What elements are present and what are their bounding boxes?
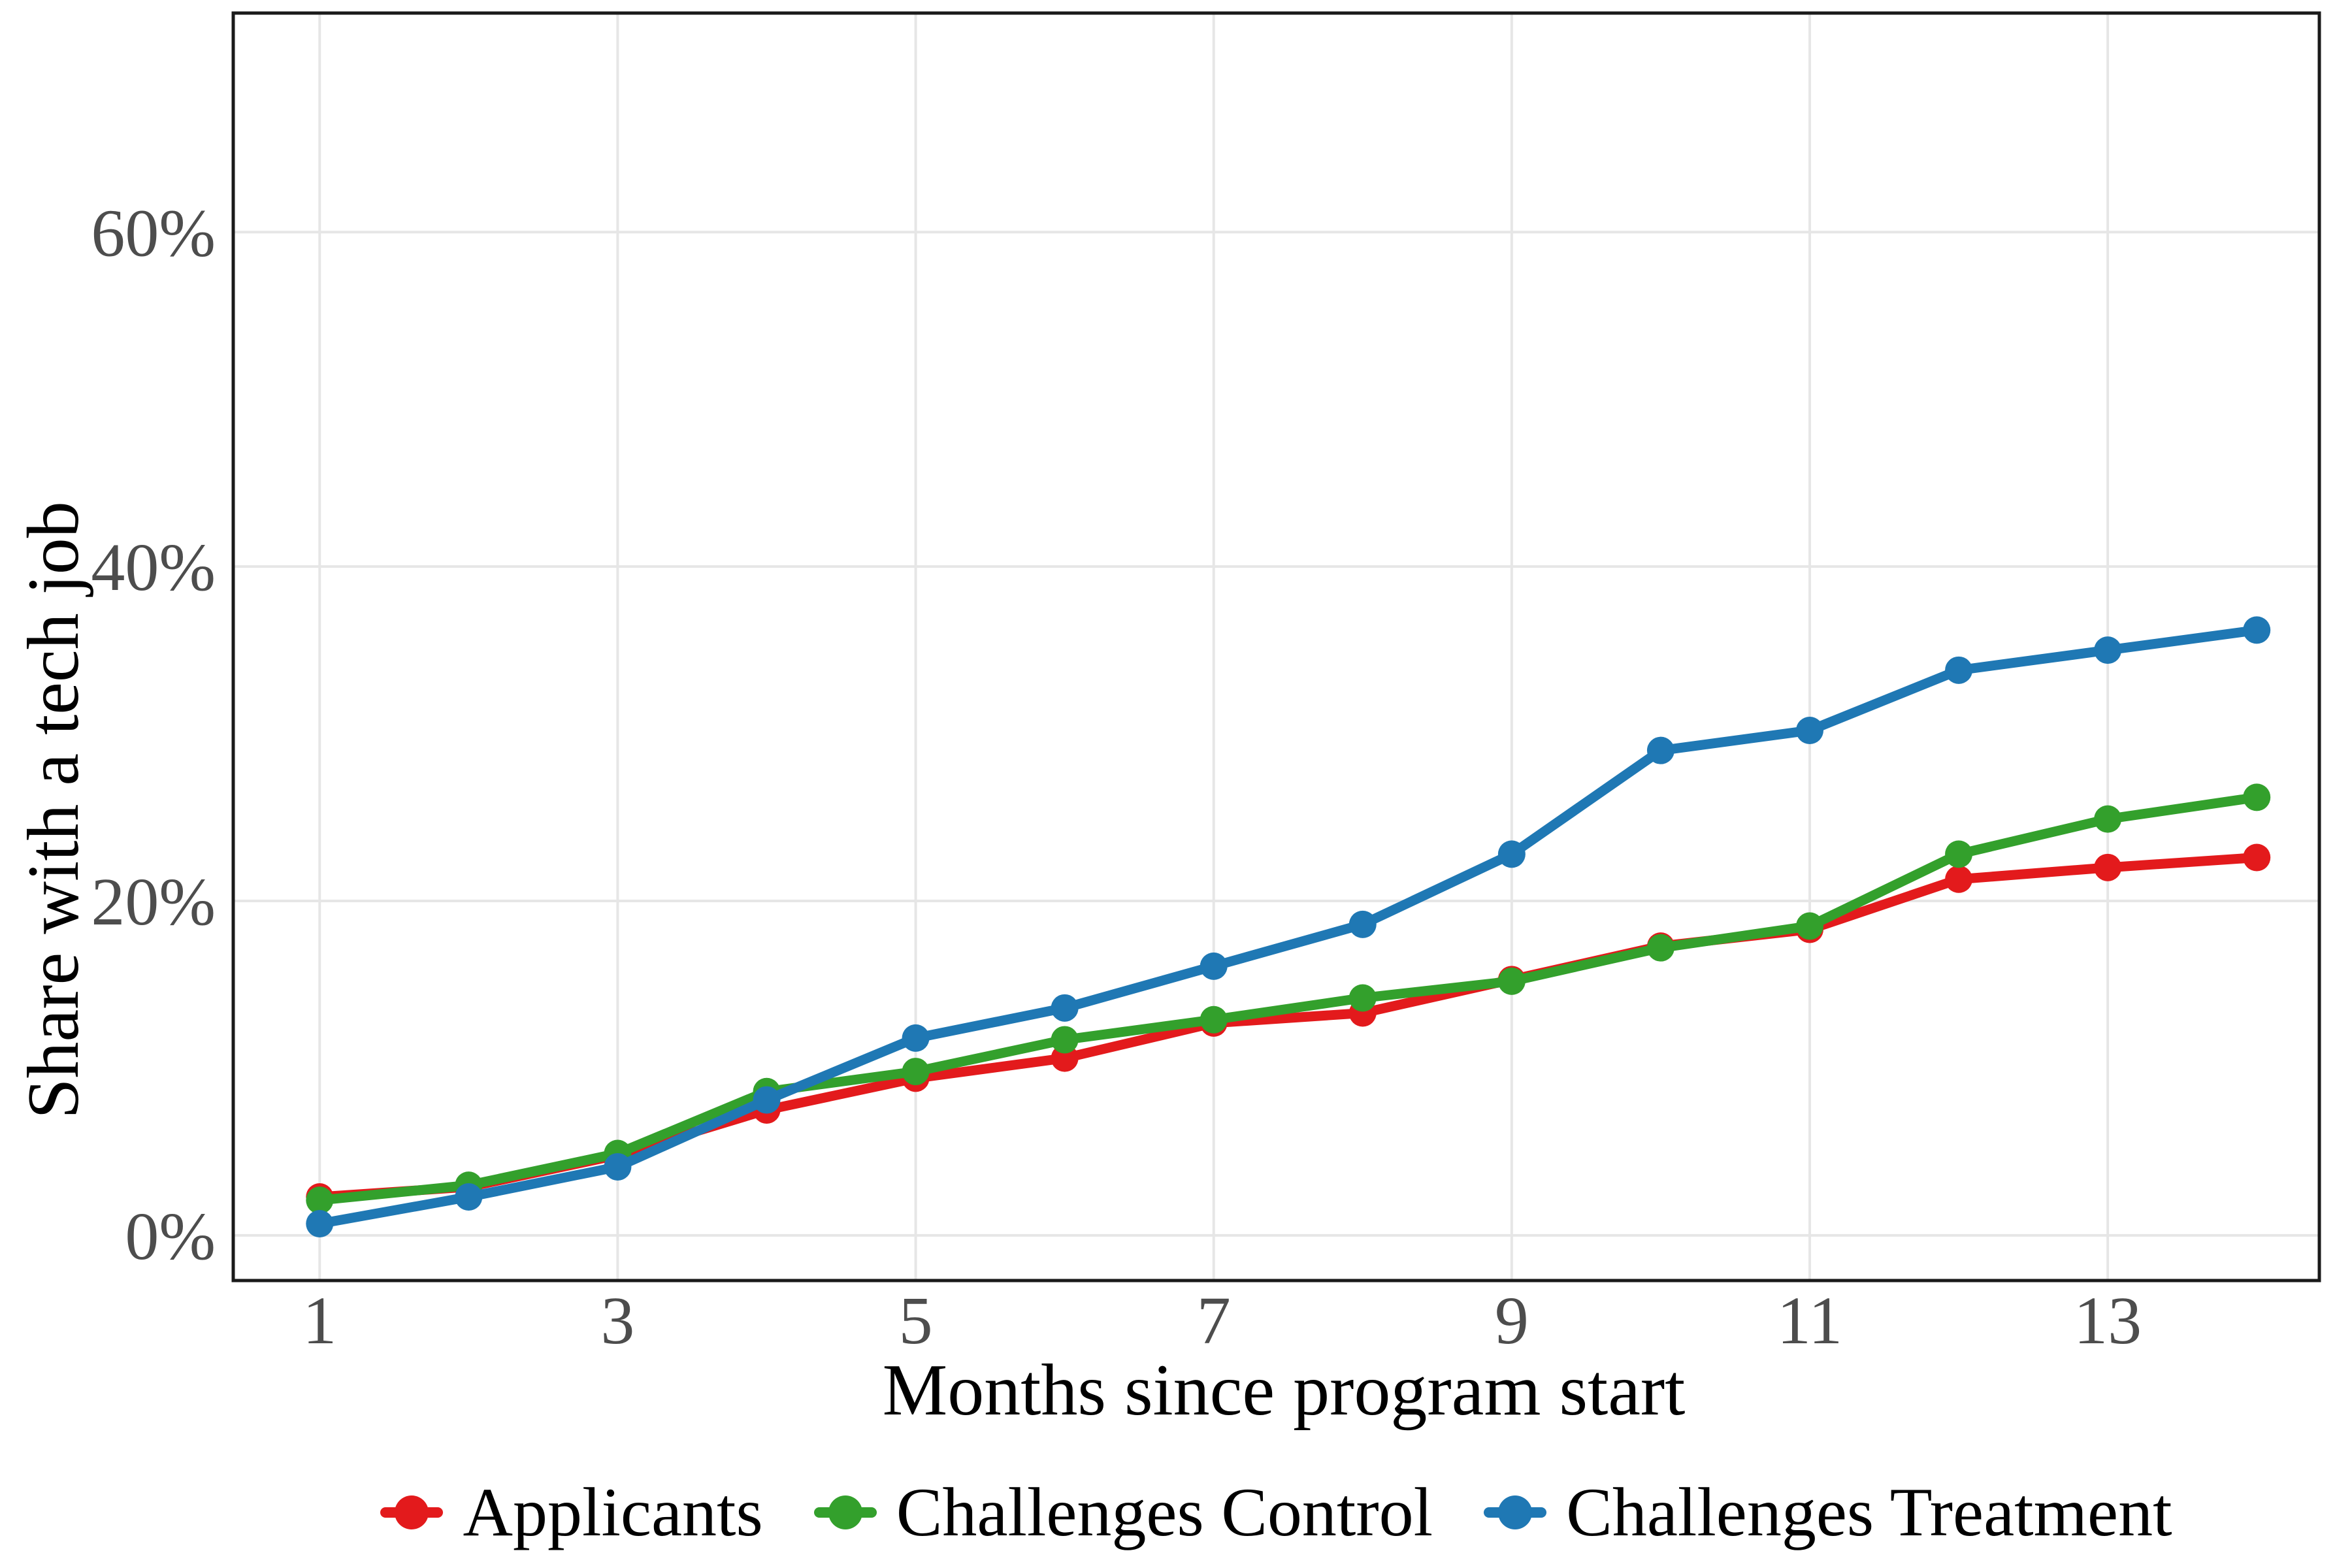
- y-axis-title: Share with a tech job: [13, 501, 94, 1119]
- x-tick-label-3: 3: [600, 1283, 634, 1358]
- data-point-challenges-treatment-month-2: [455, 1183, 483, 1211]
- legend-marker-challenges-control-icon: [813, 1481, 877, 1544]
- legend-dot-icon: [1498, 1495, 1533, 1529]
- data-point-challenges-treatment-month-7: [1200, 952, 1228, 980]
- data-point-challenges-treatment-month-10: [1646, 736, 1674, 764]
- data-point-challenges-control-month-7: [1200, 1005, 1228, 1034]
- series-line-challenges-treatment: [314, 625, 2262, 1229]
- data-point-challenges-treatment-month-14: [2243, 616, 2271, 644]
- panel-background: [233, 13, 2319, 1281]
- data-point-applicants-month-12: [1945, 865, 1973, 893]
- data-point-challenges-treatment-month-5: [902, 1024, 930, 1052]
- x-tick-label-7: 7: [1197, 1283, 1231, 1358]
- data-point-challenges-control-month-14: [2243, 783, 2271, 811]
- data-point-challenges-control-month-11: [1795, 912, 1823, 940]
- x-tick-label-1: 1: [302, 1283, 336, 1358]
- legend-label-challenges-control: Challenges Control: [896, 1474, 1433, 1550]
- x-tick-label-5: 5: [899, 1283, 933, 1358]
- y-tick-label-60%: 60%: [91, 195, 216, 270]
- data-point-challenges-treatment-month-3: [604, 1152, 632, 1181]
- legend-marker-applicants-icon: [380, 1481, 444, 1544]
- x-axis-title: Months since program start: [882, 1350, 1686, 1431]
- data-point-challenges-control-month-10: [1646, 934, 1674, 962]
- data-point-challenges-control-month-13: [2094, 805, 2122, 833]
- x-tick-label-9: 9: [1495, 1283, 1529, 1358]
- data-point-challenges-treatment-month-4: [753, 1086, 781, 1114]
- data-point-applicants-month-13: [2094, 853, 2122, 881]
- panel-border: [231, 11, 2321, 1282]
- x-tick-label-11: 11: [1777, 1283, 1842, 1358]
- data-point-challenges-control-month-6: [1051, 1026, 1079, 1054]
- series-line-challenges-control: [314, 792, 2262, 1205]
- legend-item-challenges-control: Challenges Control: [813, 1474, 1433, 1550]
- data-point-challenges-treatment-month-12: [1945, 656, 1973, 684]
- y-tick-label-40%: 40%: [91, 530, 216, 605]
- data-point-challenges-treatment-month-8: [1348, 910, 1377, 938]
- data-point-challenges-control-month-12: [1945, 840, 1973, 868]
- data-point-challenges-treatment-month-11: [1795, 716, 1823, 744]
- y-tick-label-0%: 0%: [125, 1199, 216, 1274]
- data-point-challenges-treatment-month-13: [2094, 636, 2122, 664]
- data-point-challenges-treatment-month-1: [306, 1209, 334, 1237]
- legend-dot-icon: [828, 1495, 862, 1529]
- data-point-challenges-treatment-month-9: [1497, 840, 1526, 868]
- data-point-challenges-control-month-9: [1497, 967, 1526, 995]
- x-tick-label-13: 13: [2074, 1283, 2142, 1358]
- legend-item-challenges-treatment: Challenges Treatment: [1484, 1478, 2172, 1547]
- data-point-challenges-control-month-1: [306, 1186, 334, 1215]
- legend-dot-icon: [395, 1495, 429, 1529]
- legend-label-challenges-treatment: Challenges Treatment: [1566, 1474, 2172, 1550]
- data-point-challenges-treatment-month-6: [1051, 994, 1079, 1022]
- data-point-challenges-control-month-8: [1348, 984, 1377, 1012]
- data-point-applicants-month-14: [2243, 843, 2271, 872]
- data-point-challenges-control-month-5: [902, 1058, 930, 1086]
- legend-marker-challenges-treatment-icon: [1484, 1481, 1547, 1544]
- y-tick-label-20%: 20%: [91, 864, 216, 939]
- legend-label-applicants: Applicants: [463, 1474, 763, 1550]
- legend-item-applicants: Applicants: [380, 1474, 763, 1550]
- legend: Applicants Challenges Control Challenges…: [233, 1478, 2319, 1547]
